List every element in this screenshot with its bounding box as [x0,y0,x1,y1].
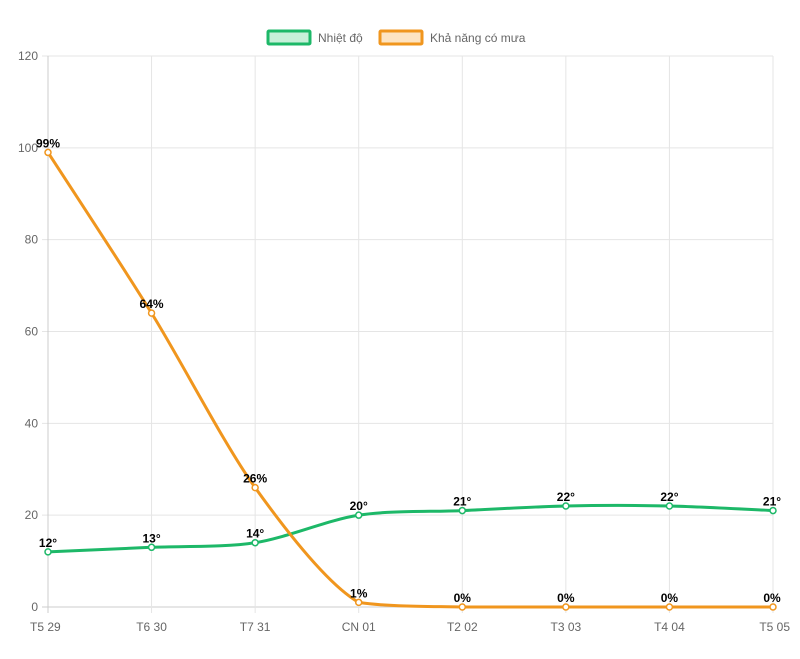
x-tick-label: T6 30 [136,620,167,634]
data-label: 20° [350,499,368,513]
data-label: 1% [350,586,368,600]
data-point [458,506,467,515]
y-tick-label: 100 [18,141,38,155]
x-tick-label: T2 02 [447,620,478,634]
data-label: 21° [763,495,781,509]
grid-layer [42,55,774,613]
data-label: 64% [140,297,164,311]
series-line-0 [46,503,775,554]
data-point [147,543,156,552]
data-label: 26% [243,472,267,486]
x-tick-label: T4 04 [654,620,685,634]
x-tick-label: T7 31 [240,620,271,634]
label-layer: 12° 13° 14° 20° 21° 22° 22° 21° 99% 64% 26% 1% 0% 0% 0… [36,136,781,605]
data-label: 14° [246,527,264,541]
data-point [147,309,156,317]
data-point [769,506,777,515]
data-point [354,511,363,519]
data-point [769,603,777,611]
data-label: 21° [453,495,471,509]
data-point [44,548,52,556]
data-point [562,502,570,510]
data-point [251,538,259,547]
data-label: 99% [36,136,60,150]
y-tick-label: 40 [25,416,39,430]
data-point [562,603,570,611]
x-tick-label: T5 29 [30,620,61,634]
data-label: 12° [39,536,57,550]
y-tick-label: 0 [31,600,38,614]
legend[interactable]: Nhiệt độ Khả năng có mưa [266,29,526,46]
data-label: 22° [660,490,678,504]
legend-swatch-1 [378,29,424,46]
data-label: 0% [661,591,679,605]
y-tick-label: 80 [25,233,39,247]
axis-layer: 0 20 40 60 80 100 120 T5 29 T6 30 T7 31 CN 01 T2 02… [18,49,790,634]
legend-label-0: Nhiệt độ [318,31,363,45]
data-label: 13° [142,531,160,545]
series-layer [44,148,777,611]
y-tick-label: 20 [25,508,39,522]
data-point [251,483,259,492]
legend-label-1: Khả năng có mưa [430,31,526,45]
y-tick-label: 120 [18,49,38,63]
data-point [665,603,674,611]
data-point [665,502,674,510]
data-point [44,148,52,157]
data-label: 0% [454,591,472,605]
data-label: 0% [763,591,781,605]
x-tick-label: CN 01 [342,620,376,634]
x-tick-label: T3 03 [551,620,582,634]
data-point [458,603,467,611]
data-label: 0% [557,591,575,605]
x-tick-label: T5 05 [759,620,790,634]
legend-swatch-0 [266,29,312,46]
data-point [354,598,363,607]
data-label: 22° [557,490,575,504]
y-tick-label: 60 [25,325,39,339]
